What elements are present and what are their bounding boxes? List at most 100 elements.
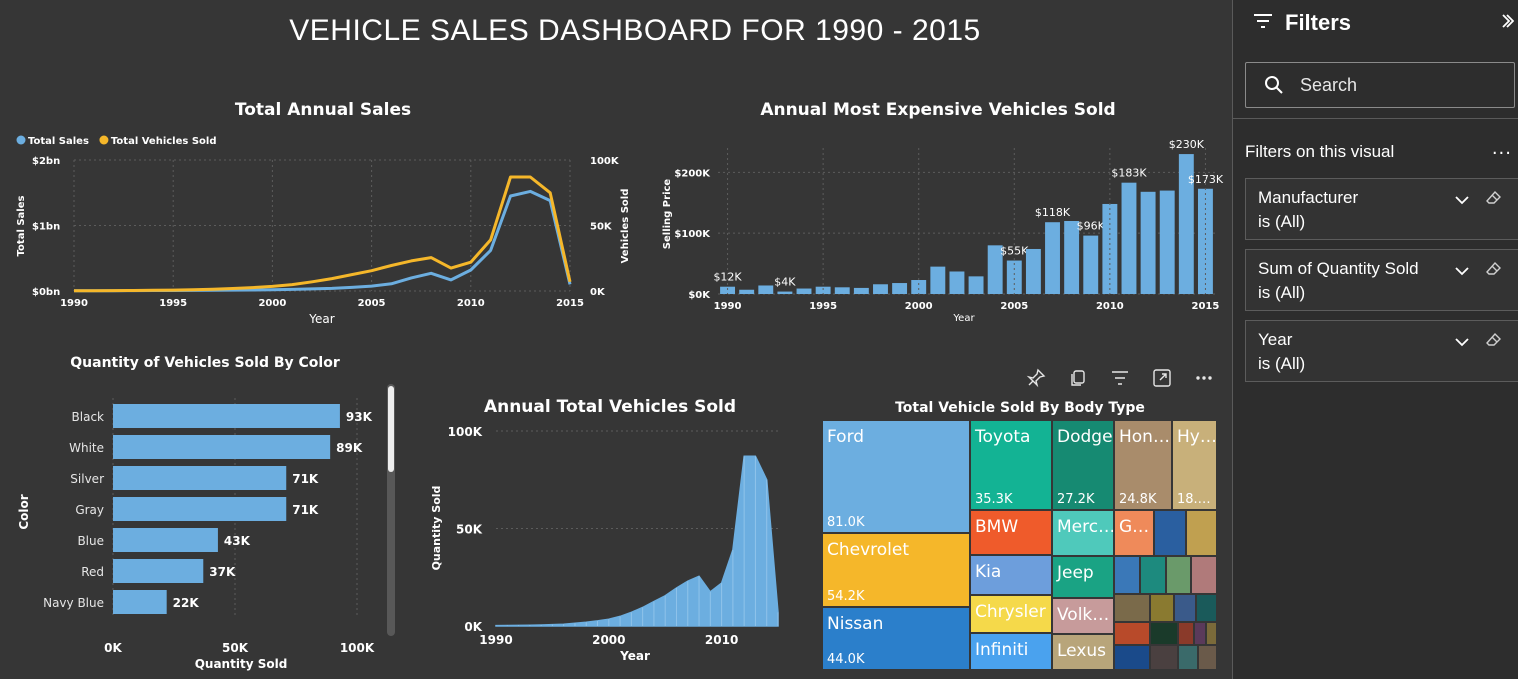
treemap-cell-small[interactable] [1114,622,1150,645]
treemap-cell-small[interactable] [1150,594,1174,622]
legend-label-0: Total Sales [28,136,89,147]
treemap-cell-kia[interactable]: Kia [970,555,1052,595]
category-label: Black [72,410,105,424]
treemap-cell-small[interactable] [1150,645,1178,670]
filter-card-manufacturer[interactable]: Manufacturer is (All) [1245,178,1518,240]
sold-by-color-chart[interactable]: 0K 50K 100K Black 93K White 89K Silver 71K Gray 71… [0,378,400,678]
treemap-cell-label: Nissan [827,614,884,634]
data-label-2011: $183K [1111,167,1147,180]
eraser-icon[interactable] [1486,261,1502,281]
x-tick-label: 2010 [457,298,485,309]
y-tick-label: $0K [688,290,711,301]
treemap-cell-small[interactable] [1114,556,1140,594]
treemap-cell-chrysler[interactable]: Chrysler [970,595,1052,633]
treemap-cell-dodge[interactable]: Dodge 27.2K [1052,420,1114,510]
collapse-chevron-icon[interactable] [1500,12,1515,35]
y-axis-label: Total Sales [16,196,27,257]
treemap-cell-hy[interactable]: Hy… 18.… [1172,420,1217,510]
focus-mode-icon[interactable] [1148,366,1176,390]
filter-icon[interactable] [1106,366,1134,390]
eraser-icon[interactable] [1486,332,1502,352]
treemap-cell-value: 44.0K [827,652,865,667]
treemap-cell-small[interactable] [1206,622,1217,645]
treemap-cell-hon[interactable]: Hon… 24.8K [1114,420,1172,510]
treemap-cell-nissan[interactable]: Nissan 44.0K [822,607,970,670]
treemap-cell-small[interactable] [1186,510,1217,556]
chevron-down-icon[interactable] [1454,191,1470,210]
treemap-cell-toyota[interactable]: Toyota 35.3K [970,420,1052,510]
bar-2013 [1159,190,1175,294]
bar-White [113,435,331,459]
data-label-1990: $12K [713,271,742,284]
treemap-cell-small[interactable] [1114,645,1150,670]
sold-by-body-type-treemap[interactable]: Ford 81.0K Chevrolet 54.2K Nissan 44.0K Toyota… [822,420,1217,670]
chevron-down-icon[interactable] [1454,262,1470,281]
color-chart-scroll-thumb[interactable] [388,386,394,472]
y-axis-label: Color [17,494,31,529]
data-label: 22K [173,596,200,610]
bar-1997 [853,287,869,294]
category-label: Red [81,565,104,579]
treemap-cell-merc[interactable]: Merc… [1052,510,1114,556]
category-label: Gray [75,503,104,517]
treemap-cell-small[interactable] [1194,622,1206,645]
color-chart-scrollbar[interactable] [387,384,395,636]
filters-search-box[interactable]: Search [1245,62,1515,108]
treemap-cell-value: 81.0K [827,515,865,530]
total-annual-sales-chart[interactable]: Total Sales Total Vehicles Sold $0bn $1bn $2… [0,128,650,328]
treemap-cell-label: Volk… [1057,605,1110,625]
legend-label-1: Total Vehicles Sold [111,136,217,147]
treemap-cell-small[interactable] [1191,556,1217,594]
filter-card-field: Sum of Quantity Sold [1258,259,1419,278]
treemap-cell-small[interactable] [1166,556,1191,594]
bar-2004 [987,245,1003,294]
annual-most-expensive-chart[interactable]: $0K $100K $200K $12K 1990 $4K 1995 2000 $55K 2005… [650,128,1230,328]
section-more-icon[interactable]: ... [1491,138,1512,159]
treemap-cell-small[interactable] [1178,645,1198,670]
treemap-cell-g[interactable]: G… [1114,510,1154,556]
filter-card-quantity-sold[interactable]: Sum of Quantity Sold is (All) [1245,249,1518,311]
treemap-cell-ford[interactable]: Ford 81.0K [822,420,970,533]
chevron-down-icon[interactable] [1454,333,1470,352]
x-tick-label: 1995 [809,301,837,312]
legend-marker-0 [16,135,26,145]
treemap-cell-volk[interactable]: Volk… [1052,598,1114,634]
data-label-1993: $4K [774,276,796,289]
treemap-cell-infiniti[interactable]: Infiniti [970,633,1052,670]
x-tick-label: 2010 [1096,301,1124,312]
treemap-cell-label: Chevrolet [827,540,910,560]
more-options-icon[interactable] [1190,366,1218,390]
bar-1995 [815,286,831,294]
treemap-cell-small[interactable] [1154,510,1186,556]
x-axis-label: Year [619,649,650,663]
treemap-cell-small[interactable] [1150,622,1178,645]
y-tick-label: 100K [448,425,483,439]
x-tick-label: 2010 [705,633,738,647]
treemap-cell-jeep[interactable]: Jeep [1052,556,1114,598]
bar-1998 [873,284,888,294]
treemap-cell-small[interactable] [1196,594,1217,622]
treemap-cell-small[interactable] [1114,594,1150,622]
y2-tick-label: 0K [590,287,606,298]
treemap-cell-label: Kia [975,562,1002,582]
eraser-icon[interactable] [1486,190,1502,210]
filters-pane: Filters Search Filters on this visual ..… [1232,0,1518,679]
treemap-cell-bmw[interactable]: BMW [970,510,1052,555]
filter-card-year[interactable]: Year is (All) [1245,320,1518,382]
treemap-cell-lexus[interactable]: Lexus [1052,634,1114,670]
annual-total-vehicles-chart[interactable]: 0K 50K 100K 1990 2000 2010 Year Quantity Sold [420,420,800,670]
treemap-cell-small[interactable] [1174,594,1196,622]
bar-2005 [1006,260,1022,294]
bar-2001 [930,266,946,294]
x-tick-label: 1995 [159,298,187,309]
treemap-cell-small[interactable] [1198,645,1217,670]
bar-2011 [1121,182,1137,294]
search-input[interactable]: Search [1300,74,1358,95]
bar-Navy Blue [113,590,167,614]
treemap-cell-small[interactable] [1178,622,1194,645]
copy-icon[interactable] [1064,366,1092,390]
pin-icon[interactable] [1022,366,1050,390]
bar-1992 [758,285,774,294]
treemap-cell-small[interactable] [1140,556,1166,594]
treemap-cell-chevrolet[interactable]: Chevrolet 54.2K [822,533,970,607]
